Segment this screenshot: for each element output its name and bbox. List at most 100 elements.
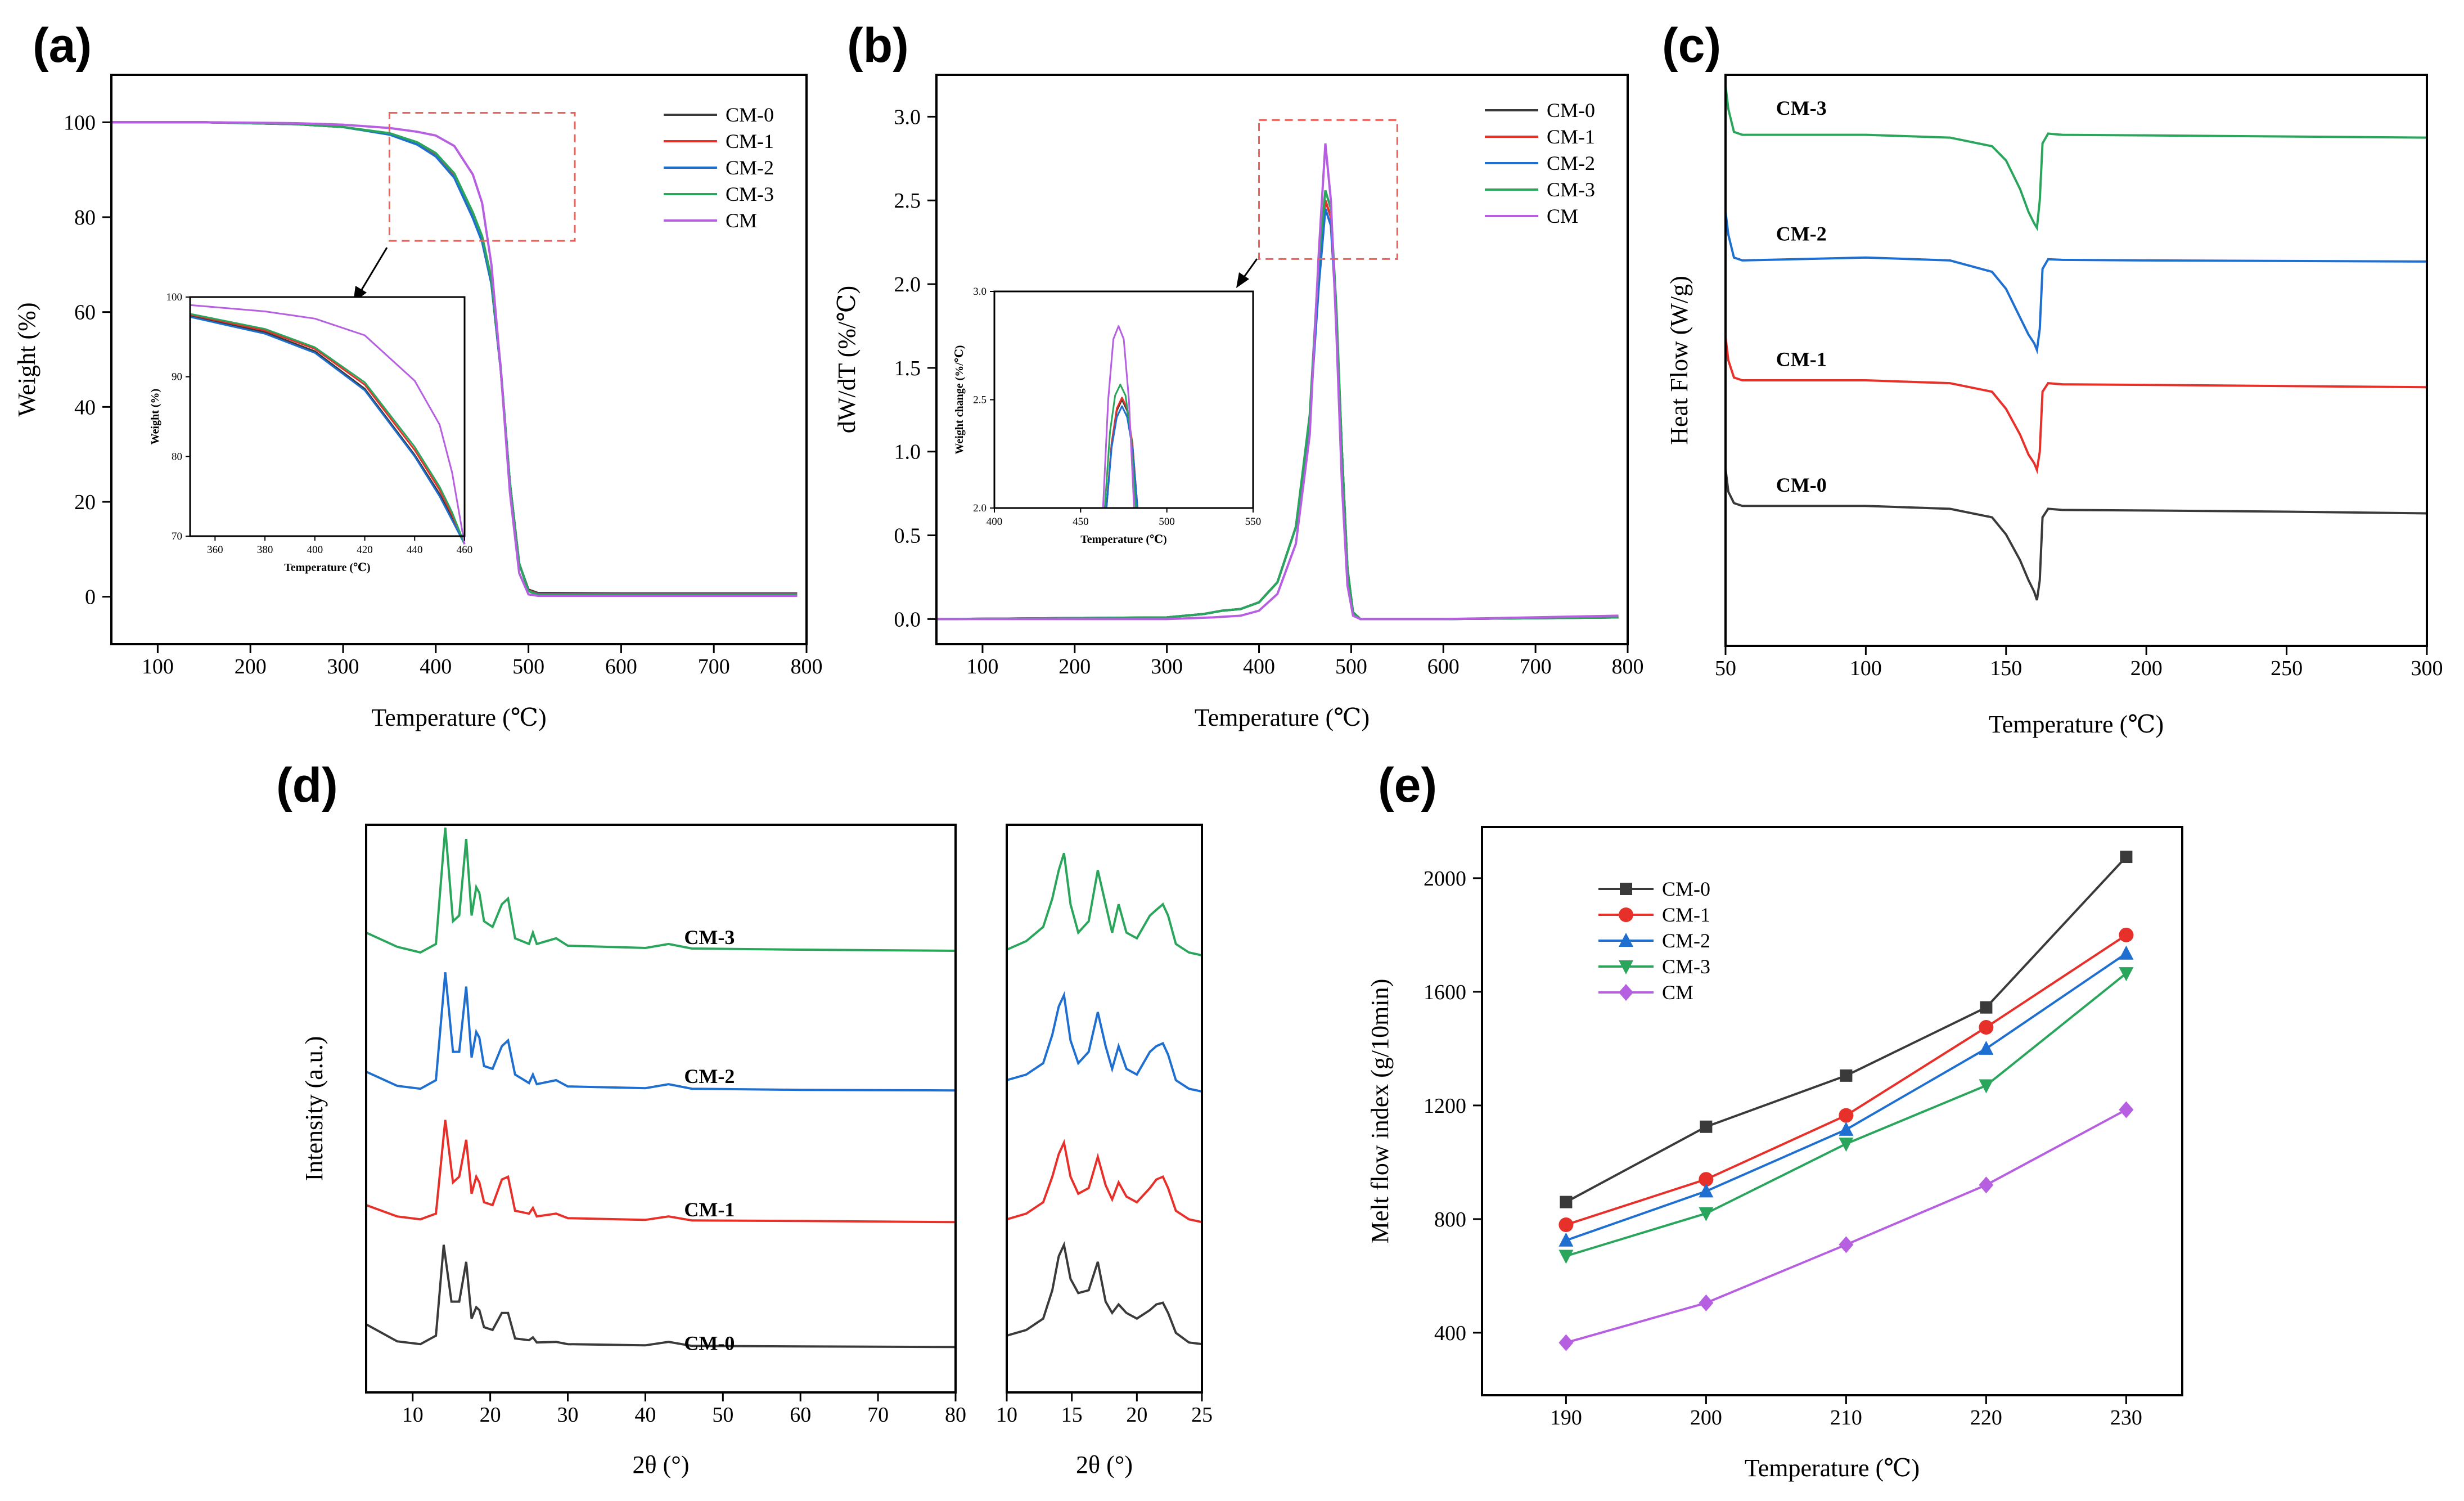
data-point-cm-3 (1699, 1207, 1714, 1221)
x-tick-label: 10 (402, 1403, 424, 1427)
data-point-cm-0 (1700, 1120, 1713, 1133)
x-tick-label: 200 (235, 655, 267, 678)
legend-label: CM-2 (1547, 152, 1595, 174)
x-tick-label: 220 (1970, 1406, 2002, 1430)
x-tick-label: 80 (945, 1403, 966, 1427)
series-label-cm-2: CM-2 (1776, 222, 1827, 245)
inset-line-cm-0 (190, 315, 466, 545)
x-tick-label: 200 (1058, 655, 1091, 678)
data-point-cm (1699, 1294, 1714, 1311)
legend-label: CM-3 (1662, 955, 1710, 978)
x-tick-label: 400 (986, 516, 1003, 528)
series-line-cm-3 (1007, 852, 1202, 957)
data-point-cm-2 (1839, 1121, 1854, 1136)
x-tick-label: 40 (634, 1403, 656, 1427)
x-tick-label: 400 (1243, 655, 1275, 678)
legend-label: CM (1662, 981, 1693, 1004)
x-tick-label: 70 (867, 1403, 889, 1427)
panel-label-c: (c) (1662, 19, 1721, 73)
inset-line-cm (190, 304, 466, 545)
data-point-cm (1558, 1334, 1574, 1351)
data-point-cm-1 (2119, 927, 2134, 942)
x-axis-label: Temperature (℃) (371, 704, 546, 731)
data-point-cm (1839, 1236, 1854, 1253)
legend-label: CM (726, 209, 757, 232)
x-tick-label: 100 (966, 655, 998, 678)
legend-label: CM-2 (1662, 929, 1710, 952)
x-tick-label: 500 (512, 655, 544, 678)
y-tick-label: 2.5 (894, 189, 921, 213)
panel-label-a: (a) (33, 19, 92, 73)
x-tick-label: 700 (698, 655, 730, 678)
series-line-cm-2 (1007, 991, 1202, 1093)
x-tick-label: 190 (1550, 1406, 1582, 1430)
x-tick-label: 200 (2130, 657, 2163, 680)
legend-marker-cm-2 (1619, 933, 1633, 947)
x-tick-label: 800 (1612, 655, 1644, 678)
inset-y-label: Weight (%) (149, 389, 161, 444)
x-tick-label: 600 (1427, 655, 1460, 678)
panel-label-e: (e) (1378, 758, 1437, 812)
legend-marker-cm-3 (1619, 960, 1633, 974)
y-tick-label: 800 (1434, 1208, 1466, 1232)
data-point-cm-3 (2119, 967, 2134, 982)
series-line-cm-0 (366, 1244, 956, 1349)
x-tick-label: 500 (1159, 516, 1175, 528)
x-tick-label: 400 (420, 655, 452, 678)
legend-label: CM-0 (726, 104, 774, 126)
legend-label: CM-3 (726, 183, 774, 205)
data-point-cm-1 (1558, 1217, 1574, 1232)
x-tick-label: 50 (712, 1403, 733, 1427)
x-tick-label: 420 (357, 544, 373, 556)
inset-y-label: Weight change (%/℃) (953, 345, 966, 455)
x-tick-label: 700 (1520, 655, 1552, 678)
x-tick-label: 15 (1061, 1403, 1083, 1427)
legend-label: CM-2 (726, 156, 774, 179)
series-line-cm-1 (1726, 337, 2427, 474)
series-label-cm-1: CM-1 (1776, 348, 1827, 371)
x-tick-label: 550 (1245, 516, 1262, 528)
y-tick-label: 90 (172, 371, 182, 383)
y-tick-label: 1600 (1424, 981, 1466, 1004)
y-tick-label: 20 (74, 491, 96, 514)
series-line-cm-1 (366, 1120, 956, 1224)
series-line-cm-2 (1726, 212, 2427, 354)
x-tick-label: 20 (1126, 1403, 1147, 1427)
plot-frame (1481, 826, 2183, 1396)
data-point-cm-2 (1979, 1040, 1994, 1055)
x-tick-label: 30 (557, 1403, 579, 1427)
series-label-cm-2: CM-2 (684, 1065, 735, 1087)
data-point-cm-0 (1980, 1001, 1993, 1014)
data-point-cm (2119, 1101, 2134, 1118)
y-tick-label: 2000 (1424, 867, 1466, 891)
inset-frame (189, 296, 466, 537)
y-tick-label: 1200 (1424, 1094, 1466, 1118)
series-line-cm-3 (1726, 86, 2427, 232)
panel-label-b: (b) (847, 19, 909, 73)
legend-marker-cm (1619, 984, 1633, 1001)
y-axis-label: Weight (%) (13, 303, 40, 417)
y-axis-label: Melt flow index (g/10min) (1366, 979, 1394, 1244)
y-tick-label: 400 (1434, 1322, 1466, 1345)
inset-line-cm (1102, 325, 1135, 509)
series-line-cm-0 (1726, 469, 2427, 601)
data-point-cm-2 (1558, 1232, 1574, 1247)
legend-label: CM (1547, 205, 1578, 227)
y-tick-label: 2.0 (894, 273, 921, 296)
series-line-cm (111, 121, 798, 597)
x-axis-label: Temperature (℃) (1195, 704, 1370, 731)
x-axis-label: Temperature (℃) (1745, 1454, 1920, 1482)
x-axis-label: 2θ (°) (633, 1451, 690, 1478)
x-tick-label: 230 (2110, 1406, 2142, 1430)
y-tick-label: 60 (74, 301, 96, 325)
data-point-cm-0 (1840, 1069, 1853, 1082)
y-tick-label: 3.0 (973, 286, 986, 298)
series-line-cm (936, 143, 1619, 621)
y-tick-label: 2.0 (973, 502, 986, 514)
plots-layer: 100 200 300 400 500 600 700 800 0 20 40 60 80 100 Temp… (13, 74, 2443, 1482)
series-label-cm-3: CM-3 (1776, 97, 1827, 119)
legend-marker-cm-1 (1619, 907, 1633, 922)
y-tick-label: 70 (172, 531, 182, 542)
y-tick-label: 100 (166, 291, 183, 303)
